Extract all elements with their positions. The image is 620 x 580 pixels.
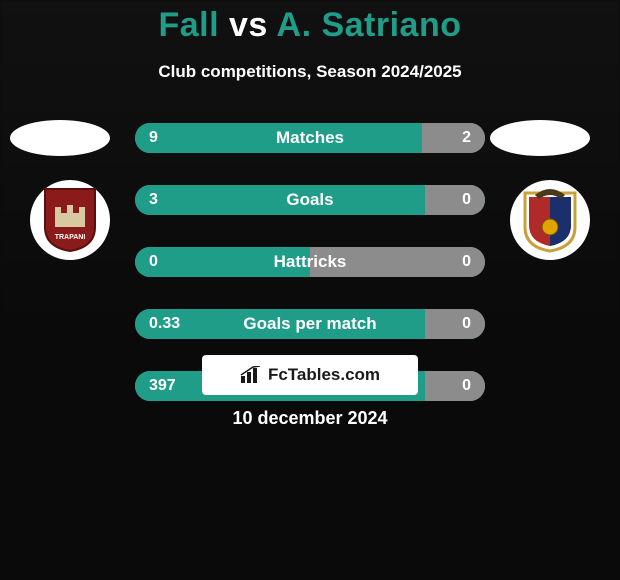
right-player-oval	[490, 120, 590, 156]
title-left: Fall	[158, 6, 219, 44]
stat-left-value: 397	[135, 377, 199, 395]
casertana-shield-icon	[521, 187, 579, 253]
stat-left-value: 9	[135, 129, 199, 147]
stat-right-value: 0	[421, 377, 485, 395]
stat-row-hattricks: 0Hattricks0	[135, 247, 485, 277]
stat-left-value: 0	[135, 253, 199, 271]
title-vs: vs	[219, 6, 276, 44]
page-title: Fall vs A. Satriano	[0, 6, 620, 45]
stat-label: Matches	[199, 128, 421, 148]
stat-row-matches: 9Matches2	[135, 123, 485, 153]
right-club-crest	[510, 180, 590, 260]
stat-left-value: 3	[135, 191, 199, 209]
title-right: A. Satriano	[277, 6, 462, 44]
stat-right-value: 0	[421, 315, 485, 333]
stat-label: Goals	[199, 190, 421, 210]
stat-label: Hattricks	[199, 252, 421, 272]
trapani-shield-icon: TRAPANI	[41, 187, 99, 253]
left-player-oval	[10, 120, 110, 156]
stat-right-value: 0	[421, 253, 485, 271]
stat-row-goals-per-match: 0.33Goals per match0	[135, 309, 485, 339]
date-label: 10 december 2024	[0, 408, 620, 429]
stat-label: Min per goal	[199, 376, 421, 396]
stat-row-min-per-goal: 397Min per goal0	[135, 371, 485, 401]
stat-label: Goals per match	[199, 314, 421, 334]
svg-text:TRAPANI: TRAPANI	[55, 234, 86, 241]
stat-right-value: 0	[421, 191, 485, 209]
stat-right-value: 2	[421, 129, 485, 147]
stat-left-value: 0.33	[135, 315, 199, 333]
left-club-crest: TRAPANI	[30, 180, 110, 260]
subtitle: Club competitions, Season 2024/2025	[0, 62, 620, 82]
stat-row-goals: 3Goals0	[135, 185, 485, 215]
